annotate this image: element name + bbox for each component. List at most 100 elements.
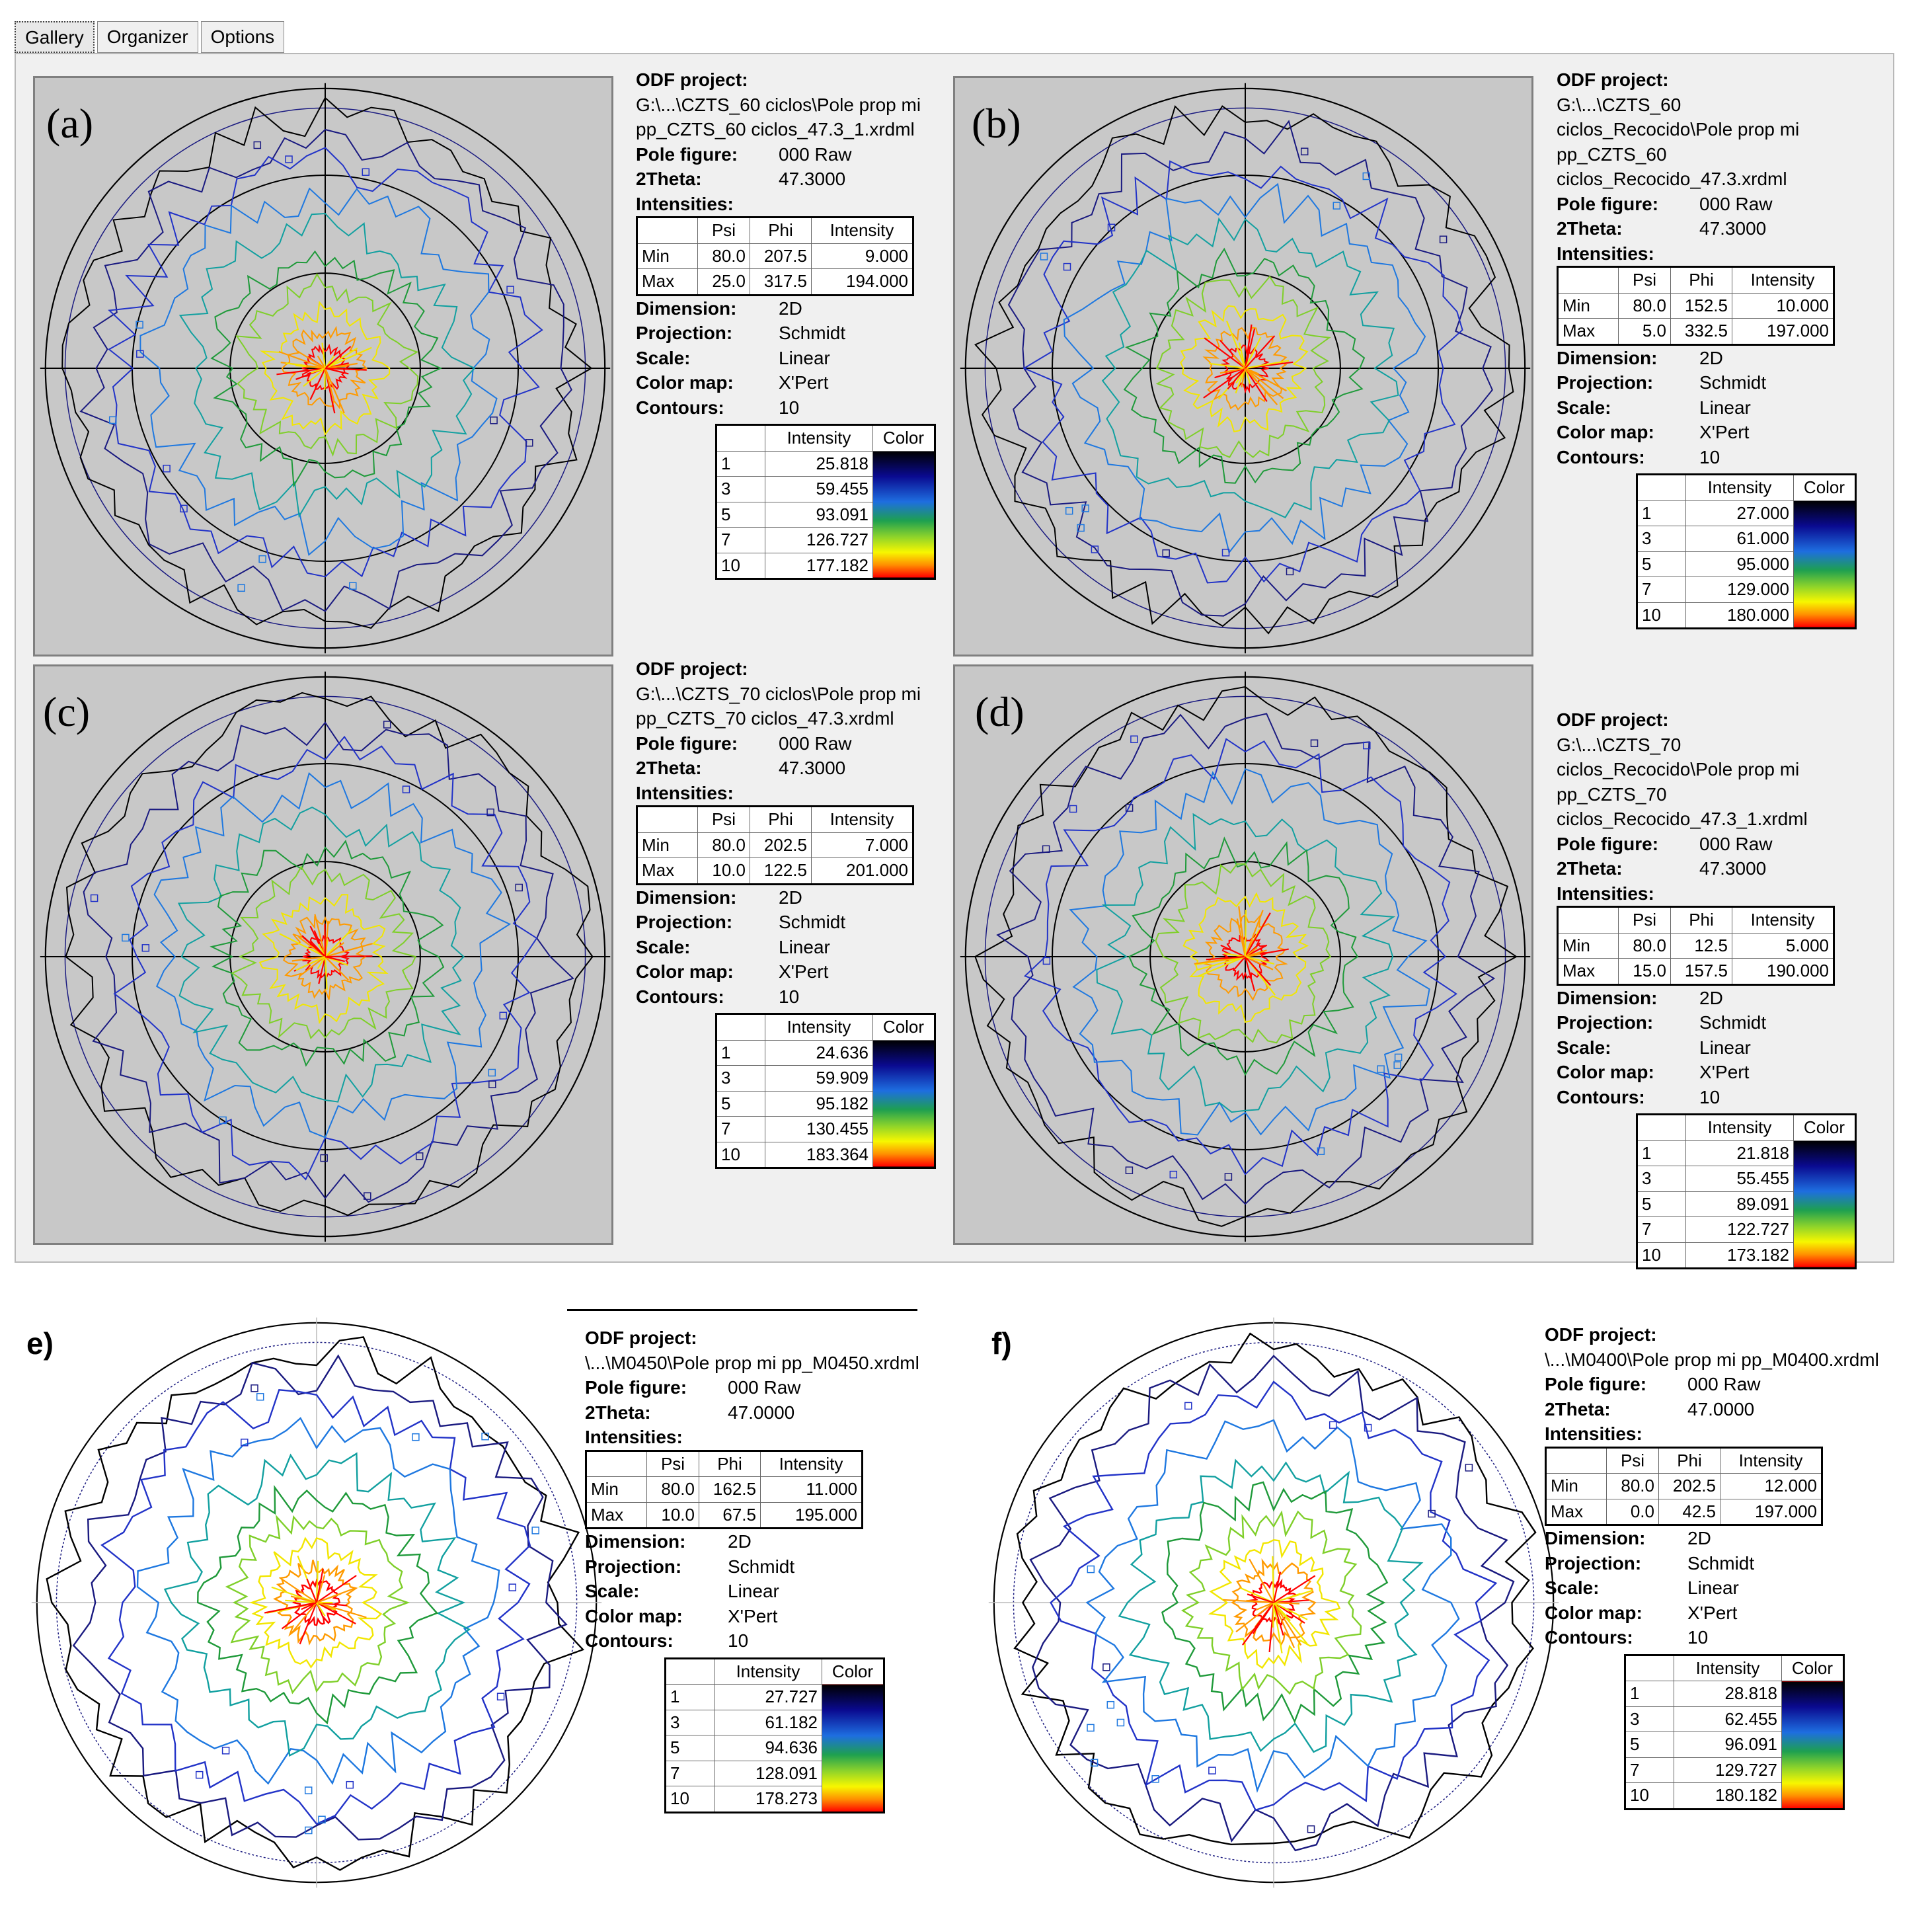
intensities-cell: 122.5 (750, 857, 812, 885)
intensity-spike (264, 1601, 317, 1614)
intensity-spike (1235, 368, 1247, 394)
color-map-label: Color map: (1545, 1602, 1642, 1623)
legend-header (716, 1014, 765, 1041)
contour-line (61, 97, 593, 629)
legend-index: 1 (716, 1039, 765, 1066)
intensities-header: Intensity (811, 806, 913, 833)
intensities-row: Max 5.0 332.5 197.000 (1557, 318, 1834, 345)
legend-intensity: 94.636 (714, 1735, 822, 1761)
intensities-header: Phi (750, 217, 812, 244)
intensity-spike (306, 1578, 318, 1603)
contour-island (362, 168, 370, 176)
intensities-cell: 10.000 (1732, 292, 1834, 319)
contour-line (113, 735, 538, 1181)
dimension-value: 2D (1699, 987, 1723, 1008)
contour-line (1023, 738, 1457, 1175)
legend-intensity: 21.818 (1685, 1140, 1794, 1166)
contour-line (1208, 1538, 1341, 1669)
intensity-spike (291, 955, 326, 962)
contour-island (1040, 253, 1048, 260)
legend-intensity: 25.818 (765, 450, 873, 477)
tab-organizer[interactable]: Organizer (97, 21, 198, 53)
pole-figure-row: Pole figure: 000 Raw (636, 142, 936, 167)
dimension-label: Dimension: (1557, 987, 1658, 1008)
tab-gallery[interactable]: Gallery (15, 21, 95, 53)
legend-intensity: 180.182 (1674, 1782, 1782, 1810)
contour-island (499, 1012, 508, 1019)
projection-value: Schmidt (1687, 1552, 1755, 1573)
tab-options[interactable]: Options (200, 21, 285, 53)
intensity-spike (279, 1577, 317, 1603)
projection-value: Schmidt (1699, 1012, 1767, 1033)
contour-island (108, 416, 117, 424)
scale-label: Scale: (1545, 1577, 1600, 1598)
panel-f-background (977, 1296, 1539, 1897)
divider-line (567, 1309, 917, 1311)
intensity-spike (325, 346, 372, 370)
intensity-spike (1244, 324, 1253, 369)
intensity-spike (281, 1602, 317, 1630)
contour-island (318, 1815, 326, 1823)
projection-label: Projection: (636, 912, 733, 932)
contour-island (1333, 202, 1341, 210)
contour-line (1128, 836, 1359, 1076)
intensities-header: Phi (1670, 266, 1732, 294)
contour-island (486, 808, 494, 817)
dimension-value: 2D (779, 887, 802, 908)
intensity-spike (314, 914, 327, 957)
legend-intensity: 61.000 (1685, 526, 1794, 552)
contour-line (1013, 1332, 1537, 1846)
contours-label: Contours: (1557, 446, 1645, 467)
odf-project-label: ODF project: (636, 658, 748, 679)
contour-island (258, 555, 266, 563)
intensities-row: Max 15.0 157.5 190.000 (1557, 958, 1834, 985)
intensity-spike (324, 368, 335, 401)
legend-intensity: 59.909 (765, 1065, 873, 1092)
contour-island (1091, 545, 1099, 553)
contour-island (285, 155, 293, 163)
contour-island (1065, 506, 1073, 515)
legend-row: 1 25.818 (716, 450, 935, 579)
intensity-spike (1206, 955, 1246, 961)
intensities-cell: 207.5 (750, 243, 812, 269)
intensity-spike (1238, 342, 1247, 369)
pole-figure-value: 000 Raw (779, 733, 852, 754)
contour-island (237, 584, 245, 592)
intensity-spike (1245, 337, 1262, 369)
contour-island (1362, 172, 1371, 180)
legend-header: Intensity (1685, 1114, 1794, 1141)
legend-index: 1 (1625, 1681, 1674, 1707)
color-map-label: Color map: (636, 961, 734, 982)
legend-index: 3 (665, 1709, 715, 1735)
person-marker-icon: ↑ (1534, 358, 1535, 379)
contour-line (72, 1354, 568, 1841)
scale-row: Scale: Linear (1557, 395, 1857, 420)
two-theta-label: 2Theta: (1557, 858, 1623, 879)
legend-intensity: 180.000 (1685, 602, 1794, 629)
intensity-spike (1235, 1602, 1274, 1632)
intensity-spike (1245, 360, 1290, 370)
contour-island (1300, 147, 1309, 155)
two-theta-value: 47.3000 (779, 169, 846, 189)
intensities-row: Min 80.0 207.5 9.000 (637, 243, 913, 269)
intensity-spike (290, 1602, 317, 1634)
contours-label: Contours: (636, 986, 724, 1007)
intensities-header (637, 806, 698, 833)
two-theta-label: 2Theta: (636, 169, 702, 189)
legend-header (665, 1657, 715, 1685)
intensities-cell: 5.0 (1618, 318, 1671, 345)
two-theta-row: 2Theta: 47.3000 (1557, 216, 1857, 241)
legend-intensity: 130.455 (765, 1116, 873, 1142)
intensity-spike (1245, 368, 1268, 402)
color-map-row: Color map: X'Pert (585, 1604, 919, 1629)
intensity-spike (1238, 906, 1247, 957)
contour-line (46, 1336, 585, 1871)
intensity-spike (1242, 1602, 1274, 1646)
intensities-row: Max 0.0 42.5 197.000 (1545, 1498, 1822, 1525)
contour-island (1125, 804, 1134, 812)
contour-island (1221, 549, 1230, 557)
intensities-row: Max 10.0 122.5 201.000 (637, 857, 913, 885)
legend-row: 5 95.182 (716, 1090, 935, 1117)
contour-line (1161, 1481, 1389, 1724)
intensities-table: Psi Phi Intensity Min 80.0 202.5 7.000 Max 10.0 1… (636, 805, 914, 885)
